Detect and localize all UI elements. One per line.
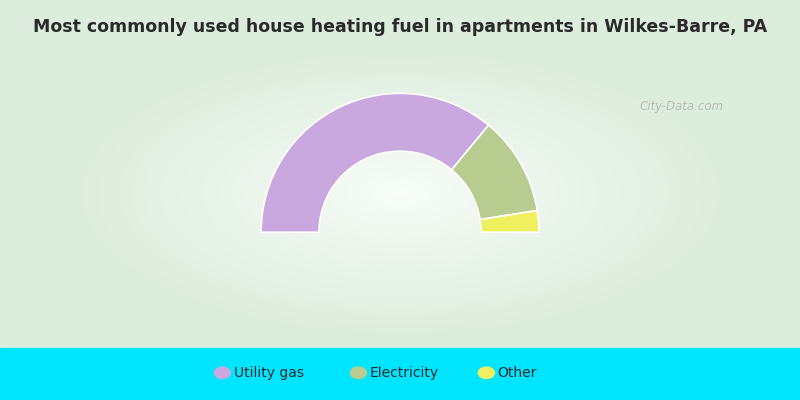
Wedge shape bbox=[452, 125, 538, 220]
Wedge shape bbox=[261, 93, 489, 232]
Text: Utility gas: Utility gas bbox=[234, 366, 304, 380]
Text: City-Data.com: City-Data.com bbox=[640, 100, 724, 113]
Text: Most commonly used house heating fuel in apartments in Wilkes-Barre, PA: Most commonly used house heating fuel in… bbox=[33, 18, 767, 36]
Text: Electricity: Electricity bbox=[370, 366, 438, 380]
Text: Other: Other bbox=[498, 366, 537, 380]
Bar bbox=[0, 348, 800, 400]
Wedge shape bbox=[480, 210, 539, 232]
